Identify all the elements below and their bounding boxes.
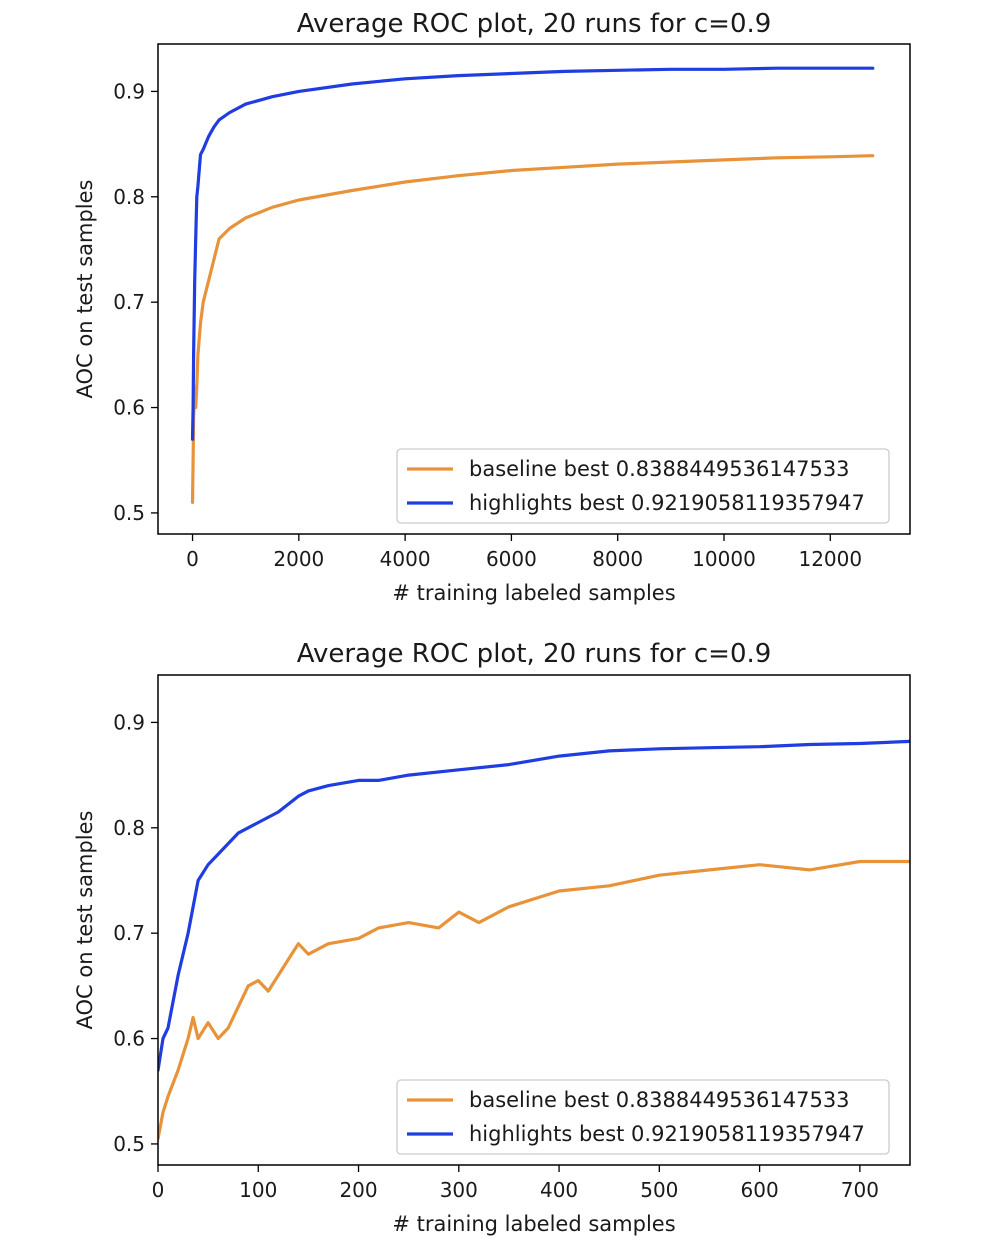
chart-title: Average ROC plot, 20 runs for c=0.9: [297, 639, 772, 669]
legend-entry: highlights best 0.9219058119357947: [469, 1122, 865, 1146]
x-tick-label: 700: [841, 1178, 879, 1202]
legend-entry: baseline best 0.8388449536147533: [469, 1088, 850, 1112]
y-tick-label: 0.9: [113, 79, 145, 103]
x-tick-label: 0: [186, 547, 199, 571]
x-tick-label: 200: [339, 1178, 377, 1202]
legend-box: [396, 448, 890, 524]
x-tick-label: 300: [440, 1178, 478, 1202]
chart-title: Average ROC plot, 20 runs for c=0.9: [297, 9, 772, 39]
y-tick-label: 0.6: [113, 396, 145, 420]
y-tick-label: 0.7: [113, 921, 145, 945]
x-tick-label: 10000: [692, 547, 756, 571]
x-tick-label: 400: [540, 1178, 578, 1202]
x-tick-label: 4000: [380, 547, 431, 571]
series-line-highlights: [190, 66, 875, 441]
legend-entry: baseline best 0.8388449536147533: [469, 457, 850, 481]
plot-frame: [157, 674, 911, 1166]
legend-entry: highlights best 0.9219058119357947: [469, 491, 865, 515]
x-tick-label: 100: [239, 1178, 277, 1202]
x-tick-label: 600: [741, 1178, 779, 1202]
series-line-baseline: [190, 154, 875, 504]
legend-box: [396, 1079, 890, 1155]
legend: baseline best 0.8388449536147533 highligh…: [396, 448, 890, 524]
y-tick-label: 0.9: [113, 710, 145, 734]
y-axis-label: AOC on test samples: [73, 180, 97, 399]
x-tick-label: 8000: [592, 547, 643, 571]
x-tick-label: 2000: [273, 547, 324, 571]
y-tick-label: 0.6: [113, 1027, 145, 1051]
y-tick-label: 0.5: [113, 501, 145, 525]
y-tick-label: 0.5: [113, 1132, 145, 1156]
chart-2: Average ROC plot, 20 runs for c=0.9 0 100 2…: [73, 639, 911, 1236]
y-tick-label: 0.7: [113, 290, 145, 314]
plot-frame: [157, 43, 911, 535]
y-axis-label: AOC on test samples: [73, 811, 97, 1030]
y-tick-label: 0.8: [113, 816, 145, 840]
x-tick-label: 12000: [798, 547, 862, 571]
x-tick-label: 6000: [486, 547, 537, 571]
y-tick-label: 0.8: [113, 185, 145, 209]
x-tick-label: 500: [640, 1178, 678, 1202]
series-line-highlights: [158, 739, 910, 1072]
x-axis-label: # training labeled samples: [392, 1212, 675, 1236]
x-axis-label: # training labeled samples: [392, 581, 675, 605]
legend: baseline best 0.8388449536147533 highligh…: [396, 1079, 890, 1155]
x-tick-label: 0: [152, 1178, 165, 1202]
series-line-baseline: [158, 859, 910, 1141]
chart-1: Average ROC plot, 20 runs for c=0.9 0 2000…: [73, 9, 911, 605]
